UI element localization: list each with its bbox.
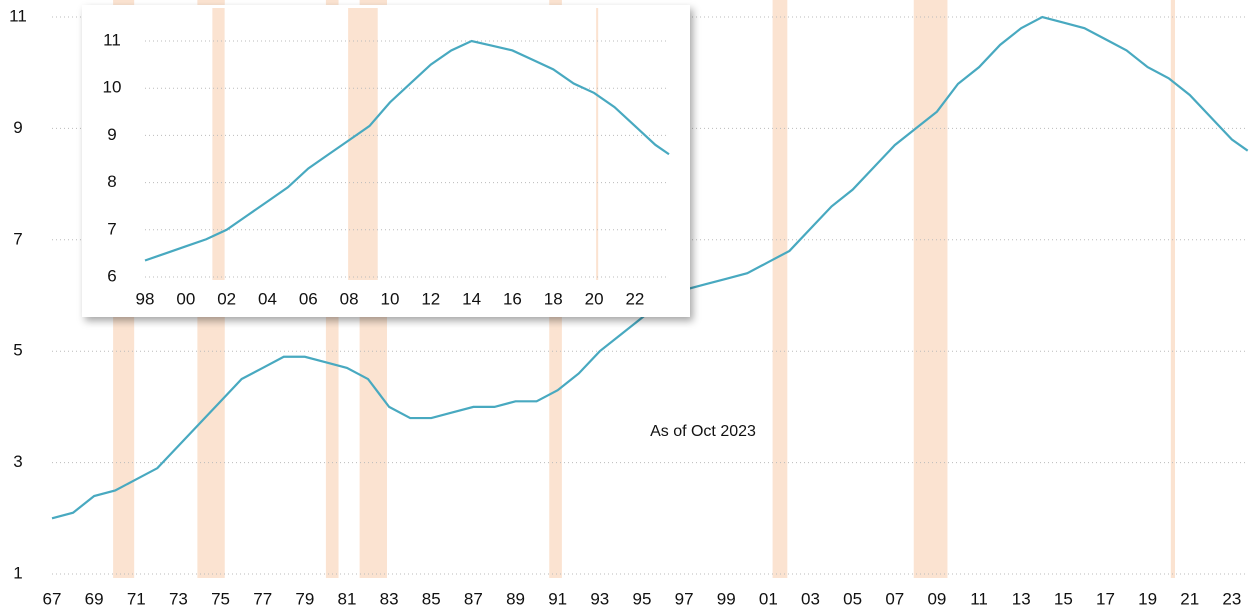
x-tick-label: 15: [1054, 589, 1073, 608]
x-tick-label: 91: [548, 589, 567, 608]
x-tick-label: 02: [217, 289, 236, 308]
recession-band: [1170, 0, 1176, 578]
x-tick-label: 95: [632, 589, 651, 608]
y-tick-label: 3: [13, 452, 22, 471]
y-tick-label: 5: [13, 341, 22, 360]
x-tick-label: 93: [590, 589, 609, 608]
x-tick-label: 06: [299, 289, 318, 308]
x-tick-label: 69: [85, 589, 104, 608]
x-tick-label: 00: [176, 289, 195, 308]
y-tick-label: 7: [107, 219, 116, 238]
recession-band: [772, 0, 788, 578]
recession-band: [596, 8, 599, 280]
inset-panel: [82, 5, 690, 317]
x-tick-label: 71: [127, 589, 146, 608]
x-tick-label: 20: [585, 289, 604, 308]
x-tick-label: 21: [1180, 589, 1199, 608]
y-tick-label: 6: [107, 266, 116, 285]
x-tick-label: 07: [885, 589, 904, 608]
x-tick-label: 97: [675, 589, 694, 608]
x-tick-label: 67: [43, 589, 62, 608]
x-tick-label: 81: [338, 589, 357, 608]
y-tick-label: 7: [13, 229, 22, 248]
y-tick-label: 11: [9, 6, 27, 25]
annotation: As of Oct 2023: [650, 423, 756, 440]
recession-band: [348, 8, 378, 280]
data-line: [144, 39, 670, 262]
y-tick-label: 1: [13, 563, 22, 582]
x-tick-label: 08: [340, 289, 359, 308]
x-tick-label: 79: [295, 589, 314, 608]
x-tick-label: 18: [544, 289, 563, 308]
x-tick-label: 75: [211, 589, 230, 608]
x-tick-label: 17: [1096, 589, 1115, 608]
inset-chart: 6 7 8 9 10 11 98 00 02 04 06 08 10 12 14 16 18 20 22: [82, 5, 690, 317]
x-tick-label: 09: [927, 589, 946, 608]
x-tick-label: 13: [1012, 589, 1031, 608]
recession-band: [913, 0, 948, 578]
y-tick-label: 9: [107, 125, 116, 144]
x-tick-label: 98: [136, 289, 155, 308]
x-tick-label: 12: [421, 289, 440, 308]
x-tick-label: 99: [717, 589, 736, 608]
x-tick-label: 11: [970, 589, 988, 608]
x-tick-label: 14: [462, 289, 481, 308]
y-tick-label: 10: [103, 78, 122, 97]
x-tick-label: 19: [1138, 589, 1157, 608]
x-tick-label: 77: [253, 589, 272, 608]
y-tick-label: 11: [103, 30, 121, 49]
x-tick-label: 73: [169, 589, 188, 608]
x-tick-label: 05: [843, 589, 862, 608]
y-tick-label: 8: [107, 172, 116, 191]
y-tick-label: 9: [13, 118, 22, 137]
x-tick-label: 01: [759, 589, 778, 608]
x-tick-label: 03: [801, 589, 820, 608]
x-tick-label: 89: [506, 589, 525, 608]
x-tick-label: 83: [380, 589, 399, 608]
x-tick-label: 87: [464, 589, 483, 608]
x-tick-label: 10: [380, 289, 399, 308]
x-tick-label: 04: [258, 289, 277, 308]
x-tick-label: 22: [625, 289, 644, 308]
recession-band: [212, 8, 225, 280]
x-tick-label: 16: [503, 289, 522, 308]
x-tick-label: 23: [1222, 589, 1241, 608]
x-tick-label: 85: [422, 589, 441, 608]
